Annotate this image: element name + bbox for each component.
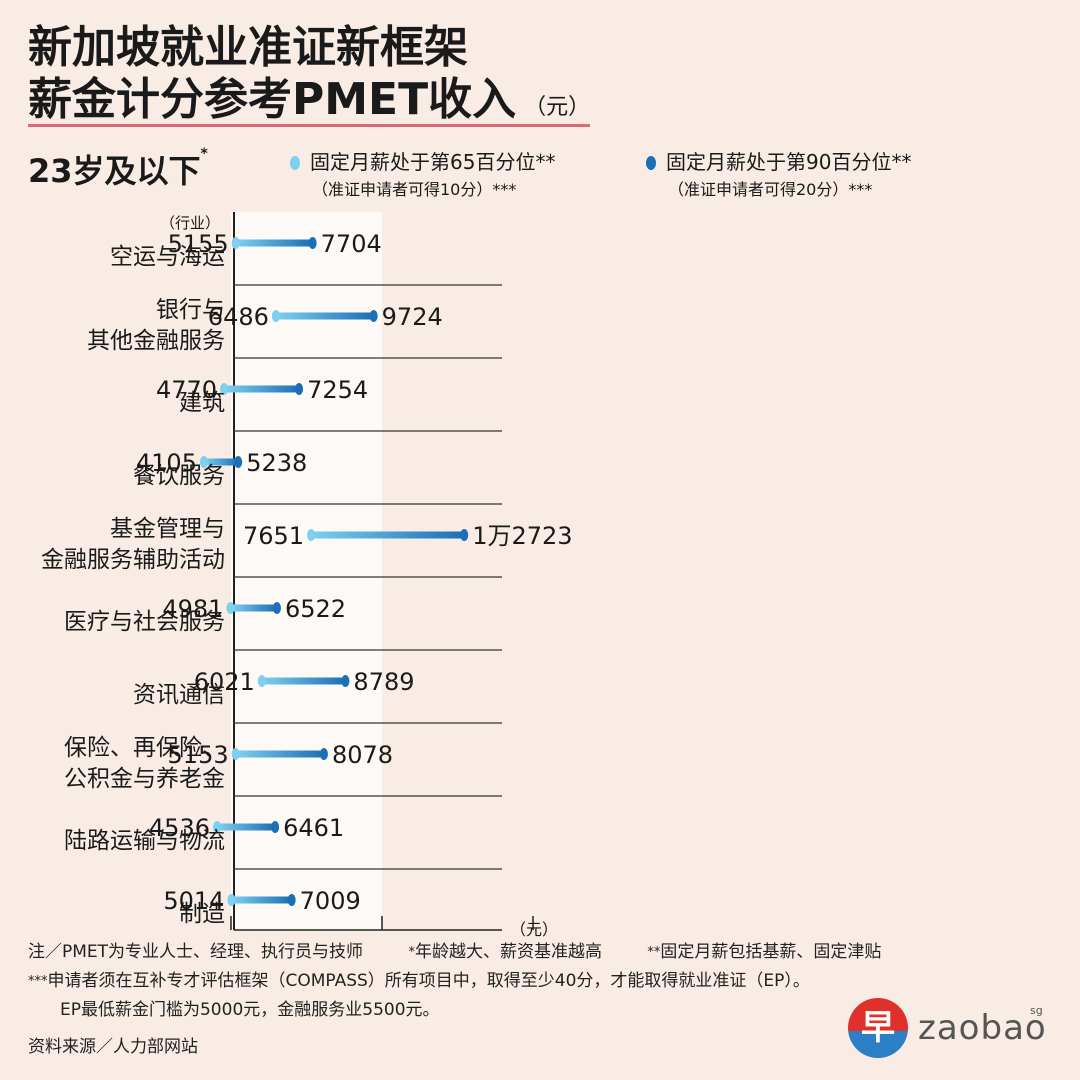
legend-p65-sub: （准证申请者可得10分）*** xyxy=(312,180,517,199)
point-p65-5 xyxy=(226,602,235,614)
point-p90-6 xyxy=(341,675,350,687)
category-label-7-1: 公积金与养老金 xyxy=(64,766,225,792)
category-label-1-1: 其他金融服务 xyxy=(87,328,225,354)
value-axis-unit: （元） xyxy=(510,920,558,939)
bar-1 xyxy=(275,312,374,320)
bar-9 xyxy=(231,896,292,904)
point-p65-0 xyxy=(231,237,240,249)
legend-p90: 固定月薪处于第90百分位** （准证申请者可得20分）*** xyxy=(646,148,911,204)
point-p90-5 xyxy=(272,602,281,614)
label-p90-8: 6461 xyxy=(283,814,344,842)
category-label-6-0: 资讯通信 xyxy=(133,682,225,708)
footnote-salary: 固定月薪包括基薪、固定津贴 xyxy=(660,942,882,962)
category-axis-label: （行业） xyxy=(160,214,220,232)
zaobao-logo-glyph: 早 xyxy=(848,998,908,1058)
label-p90-2: 7254 xyxy=(307,376,368,404)
age-group-text: 23岁及以下 xyxy=(28,152,201,190)
title-line-1: 新加坡就业准证新框架 xyxy=(28,22,468,73)
point-p65-3 xyxy=(199,456,208,468)
label-p90-9: 7009 xyxy=(300,887,361,915)
label-p90-6: 8789 xyxy=(353,668,414,696)
label-p65-7: 5153 xyxy=(168,741,229,769)
category-label-9-0: 制造 xyxy=(179,901,225,927)
point-p90-9 xyxy=(287,894,296,906)
point-p65-6 xyxy=(257,675,266,687)
footnote-row-2: ***申请者须在互补专才评估框架（COMPASS）所有项目中，取得至少40分，才… xyxy=(28,967,881,996)
title-rule xyxy=(28,124,590,127)
bar-4 xyxy=(311,531,465,539)
bar-6 xyxy=(261,677,346,685)
legend-p90-dot-icon xyxy=(646,156,656,170)
label-p65-8: 4536 xyxy=(149,814,210,842)
footnote-compass: 申请者须在互补专才评估框架（COMPASS）所有项目中，取得至少40分，才能取得… xyxy=(47,971,810,991)
category-label-4-0: 基金管理与 xyxy=(110,516,225,542)
category-label-2-0: 建筑 xyxy=(179,390,225,416)
point-p90-0 xyxy=(308,237,317,249)
category-label-7-0: 保险、再保险、 xyxy=(64,735,225,761)
point-p65-2 xyxy=(220,383,229,395)
label-p65-6: 6021 xyxy=(194,668,255,696)
category-label-1-0: 银行与 xyxy=(156,297,225,323)
footnote-star-3: *** xyxy=(28,974,48,989)
highlight-band xyxy=(231,212,382,930)
label-p90-0: 7704 xyxy=(321,230,382,258)
point-p65-7 xyxy=(231,748,240,760)
age-group-label: 23岁及以下* xyxy=(28,146,208,192)
footnote-source: 资料来源／人力部网站 xyxy=(28,1037,198,1057)
category-label-0-0: 空运与海运 xyxy=(110,244,225,270)
legend-p90-label: 固定月薪处于第90百分位** xyxy=(666,150,912,174)
point-p90-3 xyxy=(234,456,243,468)
footnote-star-2: ** xyxy=(647,945,661,960)
point-p90-1 xyxy=(369,310,378,322)
zaobao-logo-word: zaobao xyxy=(918,1008,1047,1048)
legend-p65: 固定月薪处于第65百分位** （准证申请者可得10分）*** xyxy=(290,148,555,204)
label-p65-2: 4770 xyxy=(156,376,217,404)
bar-2 xyxy=(224,385,300,393)
footnote-ep-threshold: EP最低薪金门槛为5000元，金融服务业5500元。 xyxy=(60,1000,440,1020)
category-label-3-0: 餐饮服务 xyxy=(133,463,225,489)
label-p90-4: 1万2723 xyxy=(472,522,572,550)
footnote-pmet: 注／PMET为专业人士、经理、执行员与技师 xyxy=(28,942,364,962)
point-p90-7 xyxy=(319,748,328,760)
legend-p65-label: 固定月薪处于第65百分位** xyxy=(310,150,556,174)
point-p65-9 xyxy=(227,894,236,906)
category-label-5-0: 医疗与社会服务 xyxy=(64,609,225,635)
label-p90-1: 9724 xyxy=(382,303,443,331)
title-unit: （元） xyxy=(524,95,591,120)
legend-p65-dot-icon xyxy=(290,156,300,170)
label-p65-5: 4981 xyxy=(162,595,223,623)
point-p65-1 xyxy=(271,310,280,322)
legend-p90-sub: （准证申请者可得20分）*** xyxy=(668,180,873,199)
title-line-2-text: 薪金计分参考PMET收入 xyxy=(28,74,517,125)
bar-8 xyxy=(216,823,276,831)
label-p65-4: 7651 xyxy=(243,522,304,550)
point-p65-4 xyxy=(307,529,316,541)
zaobao-logo: 早 zaobao sg xyxy=(848,998,1048,1062)
label-p90-7: 8078 xyxy=(332,741,393,769)
bar-7 xyxy=(235,750,324,758)
title-line-2: 薪金计分参考PMET收入 （元） xyxy=(28,78,590,122)
category-label-8-0: 陆路运输与物流 xyxy=(64,828,225,854)
bar-0 xyxy=(235,239,313,247)
footnotes: 注／PMET为专业人士、经理、执行员与技师 *年龄越大、薪资基准越高 **固定月… xyxy=(28,938,881,1062)
bar-3 xyxy=(203,458,239,466)
point-p90-8 xyxy=(271,821,280,833)
category-label-4-1: 金融服务辅助活动 xyxy=(41,547,225,573)
footnote-row-1: 注／PMET为专业人士、经理、执行员与技师 *年龄越大、薪资基准越高 **固定月… xyxy=(28,938,881,967)
point-p90-4 xyxy=(460,529,469,541)
label-p65-9: 5014 xyxy=(163,887,224,915)
label-p65-1: 6486 xyxy=(208,303,269,331)
point-p90-2 xyxy=(295,383,304,395)
zaobao-logo-suffix: sg xyxy=(1030,1004,1043,1017)
label-p90-5: 6522 xyxy=(285,595,346,623)
age-group-mark: * xyxy=(200,146,208,162)
footnote-star-1: * xyxy=(408,945,415,960)
footnote-age: 年龄越大、薪资基准越高 xyxy=(414,942,602,962)
bar-5 xyxy=(230,604,277,612)
point-p65-8 xyxy=(212,821,221,833)
label-p65-3: 4105 xyxy=(136,449,197,477)
label-p65-0: 5155 xyxy=(168,230,229,258)
label-p90-3: 5238 xyxy=(246,449,307,477)
